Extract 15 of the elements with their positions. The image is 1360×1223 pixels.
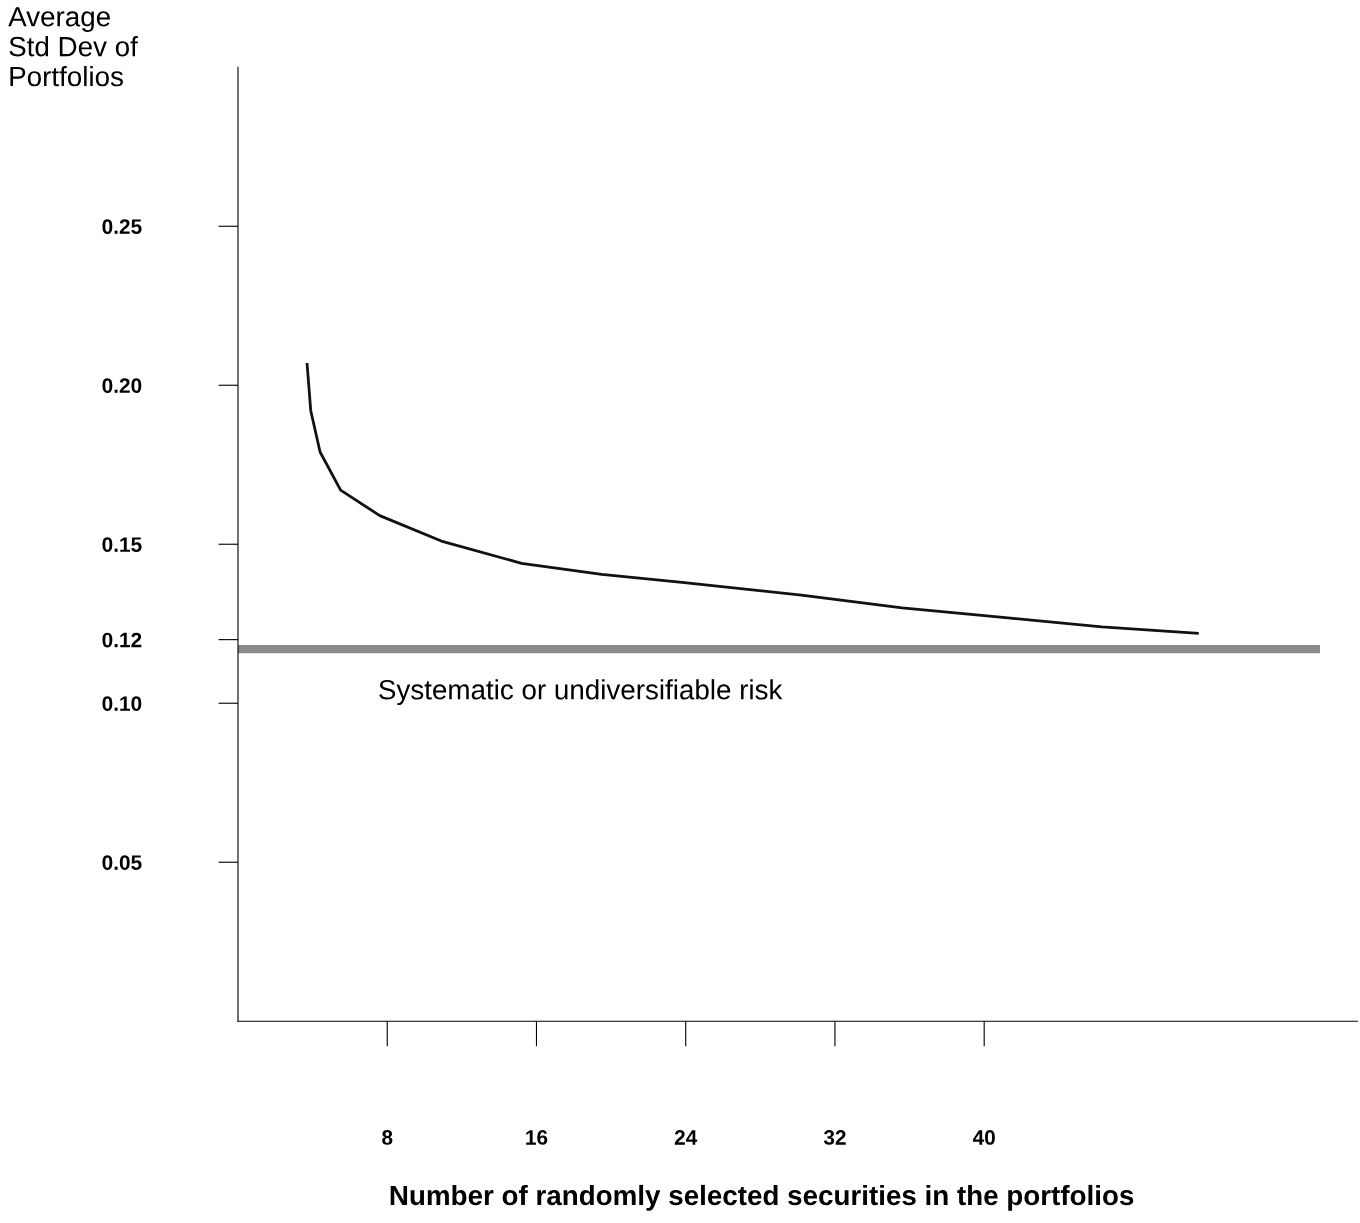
x-tick-label: 32 <box>823 1130 846 1145</box>
y-tick-label: 0.10 <box>102 696 142 711</box>
x-axis-title: Number of randomly selected securities in the portfolios <box>390 1184 1134 1211</box>
x-tick-label: 8 <box>382 1130 393 1145</box>
y-tick-label: 0.20 <box>102 378 142 393</box>
y-tick-label: 0.15 <box>102 537 142 552</box>
y-tick-label: 0.12 <box>102 632 142 648</box>
x-tick-label: 16 <box>526 1130 548 1145</box>
y-tick-label: 0.05 <box>102 855 142 870</box>
x-tick-label: 24 <box>674 1130 698 1145</box>
line-series <box>305 361 1201 635</box>
y-tick-label: 0.25 <box>102 219 142 235</box>
annotation: Systematic or undiversifiable risk <box>379 679 783 706</box>
y-axis-title: Average Std Dev of Portfolios <box>8 7 138 87</box>
x-tick-label: 40 <box>972 1130 995 1145</box>
